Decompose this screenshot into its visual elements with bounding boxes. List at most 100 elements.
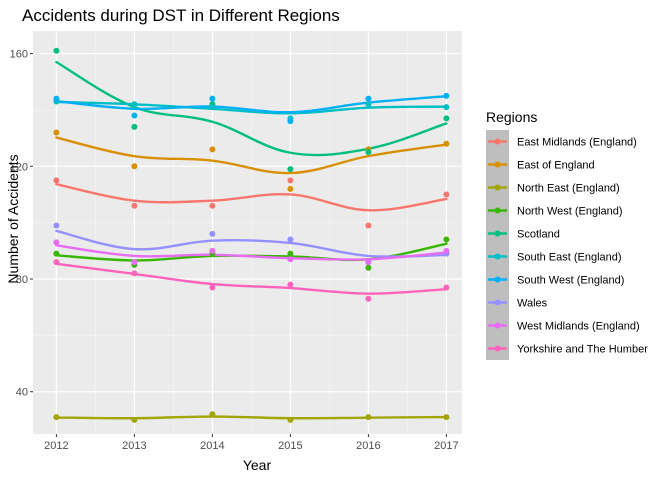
legend-label: West Midlands (England): [517, 321, 640, 333]
legend-label: South West (England): [517, 275, 624, 287]
series-line-wales: [55, 229, 448, 258]
data-point-east-midlands-england: [131, 202, 138, 209]
legend-key-point: [494, 184, 501, 191]
data-point-south-east-england: [365, 101, 372, 108]
data-point-east-midlands-england: [209, 202, 216, 209]
data-point-east-midlands-england: [443, 191, 450, 198]
data-point-yorkshire-and-the-humber: [443, 284, 450, 291]
series-line-east-of-england: [55, 136, 448, 175]
data-point-north-east-england: [209, 411, 216, 418]
series-line-north-east-england: [55, 415, 448, 420]
data-point-scotland: [443, 115, 450, 122]
chart-title: Accidents during DST in Different Region…: [22, 6, 340, 25]
data-point-yorkshire-and-the-humber: [131, 270, 138, 277]
data-point-west-midlands-england: [443, 247, 450, 254]
data-point-north-east-england: [131, 416, 138, 423]
data-point-north-east-england: [365, 414, 372, 421]
data-point-wales: [53, 222, 60, 229]
y-tick-label: 160: [10, 49, 28, 61]
data-point-yorkshire-and-the-humber: [209, 284, 216, 291]
series-line-south-west-england: [55, 95, 448, 114]
legend-key-point: [494, 345, 501, 352]
data-point-yorkshire-and-the-humber: [53, 259, 60, 266]
legend-label: Scotland: [517, 229, 560, 241]
x-tick-label: 2012: [44, 440, 68, 452]
data-point-south-west-england: [53, 95, 60, 102]
legend-title: Regions: [486, 109, 537, 125]
data-point-north-east-england: [287, 416, 294, 423]
data-point-south-west-england: [443, 92, 450, 99]
legend-key-point: [494, 230, 501, 237]
smoothed-lines: [55, 60, 448, 420]
data-point-south-west-england: [209, 95, 216, 102]
legend: Regions East Midlands (England) East of E…: [486, 109, 648, 360]
data-point-north-west-england: [365, 264, 372, 271]
data-point-scotland: [287, 166, 294, 173]
legend-key-point: [494, 207, 501, 214]
legend-label: East Midlands (England): [517, 137, 637, 149]
legend-key-point: [494, 276, 501, 283]
legend-label: North East (England): [517, 183, 620, 195]
legend-label: Wales: [517, 298, 548, 310]
data-point-wales: [287, 236, 294, 243]
data-point-south-east-england: [443, 104, 450, 111]
legend-key-point: [494, 161, 501, 168]
legend-key-point: [494, 299, 501, 306]
legend-key-point: [494, 138, 501, 145]
data-point-south-east-england: [209, 104, 216, 111]
series-line-yorkshire-and-the-humber: [55, 262, 448, 295]
data-point-west-midlands-england: [131, 259, 138, 266]
data-point-north-east-england: [53, 414, 60, 421]
panel-background: [33, 31, 462, 434]
data-point-north-west-england: [53, 250, 60, 257]
legend-label: North West (England): [517, 206, 623, 218]
legend-label: East of England: [517, 160, 595, 172]
data-point-scotland: [365, 149, 372, 156]
data-point-yorkshire-and-the-humber: [365, 295, 372, 302]
x-tick-label: 2016: [356, 440, 380, 452]
data-point-scotland: [131, 123, 138, 130]
series-line-south-east-england: [55, 100, 448, 115]
data-point-north-east-england: [443, 414, 450, 421]
x-tick-label: 2015: [278, 440, 302, 452]
legend-key-point: [494, 253, 501, 260]
data-point-east-of-england: [131, 163, 138, 170]
data-point-west-midlands-england: [209, 247, 216, 254]
x-tick-label: 2013: [122, 440, 146, 452]
data-point-west-midlands-england: [53, 239, 60, 246]
plot-panel: [33, 31, 462, 434]
data-point-east-of-england: [53, 129, 60, 136]
y-tick-label: 80: [16, 274, 28, 286]
legend-label: South East (England): [517, 252, 622, 264]
y-tick-label: 40: [16, 387, 28, 399]
x-axis-title: Year: [243, 457, 272, 473]
data-point-north-west-england: [443, 236, 450, 243]
data-point-south-west-england: [287, 118, 294, 125]
x-tick-label: 2014: [200, 440, 224, 452]
data-point-east-midlands-england: [287, 177, 294, 184]
y-tick-label: 120: [10, 161, 28, 173]
data-point-wales: [209, 230, 216, 237]
series-line-east-midlands-england: [55, 182, 448, 212]
legend-key-point: [494, 322, 501, 329]
series-line-west-midlands-england: [55, 244, 448, 261]
data-point-west-midlands-england: [287, 256, 294, 263]
data-point-east-of-england: [443, 140, 450, 147]
data-point-yorkshire-and-the-humber: [287, 281, 294, 288]
data-point-east-of-england: [209, 146, 216, 153]
data-point-east-midlands-england: [365, 222, 372, 229]
legend-label: Yorkshire and The Humber: [517, 344, 648, 356]
data-point-north-west-england: [287, 250, 294, 257]
data-point-east-of-england: [287, 185, 294, 192]
data-points: [53, 47, 450, 423]
data-point-west-midlands-england: [365, 259, 372, 266]
axes: 2012 2013 2014 2015 2016 2017 40 80 120 160: [10, 49, 459, 452]
data-point-south-east-england: [131, 101, 138, 108]
data-point-south-west-england: [365, 95, 372, 102]
x-tick-label: 2017: [434, 440, 458, 452]
data-point-scotland: [53, 47, 60, 54]
data-point-south-west-england: [131, 112, 138, 119]
data-point-east-midlands-england: [53, 177, 60, 184]
y-axis-title: Number of Accidents: [5, 154, 21, 283]
